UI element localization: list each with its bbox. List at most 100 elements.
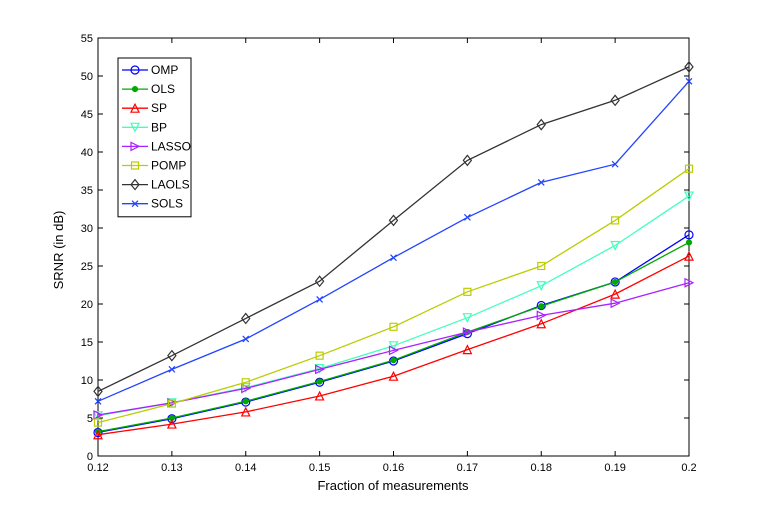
data-point-lasso bbox=[684, 277, 695, 288]
legend-entry-bp: BP bbox=[122, 120, 167, 134]
data-point-pomp bbox=[537, 261, 546, 271]
series-ols bbox=[94, 239, 693, 435]
legend-label-omp: OMP bbox=[151, 63, 178, 77]
legend-entry-omp: OMP bbox=[122, 63, 178, 77]
data-point-pomp bbox=[463, 287, 472, 296]
x-tick-label: 0.19 bbox=[604, 462, 625, 474]
data-point-lasso bbox=[610, 298, 621, 309]
series-sp bbox=[93, 250, 694, 440]
legend-entry-laols: LAOLS bbox=[122, 178, 190, 192]
data-point-pomp bbox=[315, 351, 324, 360]
data-point-ols bbox=[316, 378, 323, 385]
data-point-laols bbox=[93, 385, 103, 398]
data-point-omp bbox=[93, 427, 103, 438]
data-point-pomp bbox=[93, 418, 103, 427]
data-point-ols bbox=[612, 278, 619, 286]
y-tick-label: 20 bbox=[81, 299, 93, 311]
series-line-lasso bbox=[97, 282, 690, 416]
x-tick-label: 0.17 bbox=[457, 462, 478, 474]
legend-label-sp: SP bbox=[151, 101, 167, 115]
data-point-sols bbox=[316, 296, 324, 303]
y-tick-label: 5 bbox=[87, 413, 93, 425]
y-tick-label: 10 bbox=[81, 375, 93, 387]
y-tick-label: 50 bbox=[81, 71, 93, 83]
data-point-ols bbox=[538, 303, 545, 310]
data-point-sp bbox=[166, 418, 177, 429]
data-point-sols bbox=[537, 178, 545, 186]
data-point-omp bbox=[610, 277, 620, 287]
legend-marker-ols bbox=[131, 86, 139, 93]
data-point-sp bbox=[536, 318, 547, 329]
y-tick-label: 35 bbox=[81, 185, 93, 197]
data-point-sp bbox=[240, 406, 251, 417]
x-tick-label: 0.18 bbox=[531, 462, 552, 474]
data-point-pomp bbox=[611, 216, 620, 225]
x-tick-label: 0.12 bbox=[87, 462, 108, 474]
series-line-pomp bbox=[97, 168, 690, 424]
data-point-laols bbox=[462, 154, 473, 167]
x-axis: 0.12 0.13 0.14 0.15 0.16 0.17 0.18 0.19 0.2 bbox=[87, 38, 697, 474]
data-point-laols bbox=[240, 312, 251, 325]
x-axis-label: Fraction of measurements bbox=[317, 478, 469, 493]
x-tick-label: 0.14 bbox=[235, 462, 256, 474]
data-point-ols bbox=[685, 239, 693, 246]
legend-marker-sols bbox=[131, 200, 139, 208]
data-point-bp bbox=[684, 191, 694, 202]
data-point-pomp bbox=[684, 164, 694, 173]
data-point-omp bbox=[684, 230, 694, 240]
series-line-sp bbox=[97, 255, 690, 436]
y-tick-label: 55 bbox=[81, 33, 93, 45]
data-point-sols bbox=[94, 397, 102, 405]
y-tick-label: 25 bbox=[81, 261, 93, 273]
x-tick-label: 0.13 bbox=[161, 462, 182, 474]
series-lasso bbox=[93, 277, 695, 420]
legend-marker-sp bbox=[130, 102, 140, 113]
data-point-pomp bbox=[241, 378, 250, 387]
legend-marker-laols bbox=[130, 178, 140, 191]
data-point-sp bbox=[610, 288, 621, 299]
data-point-sols bbox=[463, 213, 471, 221]
data-point-lasso bbox=[536, 310, 547, 321]
legend-entry-sols: SOLS bbox=[122, 197, 183, 211]
series-sols bbox=[94, 77, 693, 405]
data-point-laols bbox=[536, 118, 547, 131]
y-axis-label: SRNR (in dB) bbox=[51, 211, 66, 290]
x-tick-label: 0.2 bbox=[681, 462, 696, 474]
x-tick-label: 0.16 bbox=[383, 462, 404, 474]
legend-label-bp: BP bbox=[151, 120, 167, 134]
legend-box bbox=[117, 57, 192, 218]
series-pomp bbox=[93, 164, 694, 427]
data-point-lasso bbox=[315, 364, 325, 375]
data-point-laols bbox=[684, 60, 694, 73]
data-point-pomp bbox=[167, 399, 176, 408]
data-point-laols bbox=[388, 214, 399, 227]
x-tick-label: 0.15 bbox=[309, 462, 330, 474]
data-point-sols bbox=[390, 254, 397, 262]
legend-entry-ols: OLS bbox=[122, 82, 175, 96]
legend-marker-omp bbox=[130, 65, 140, 75]
legend-entry-pomp: POMP bbox=[122, 159, 186, 173]
data-point-ols bbox=[242, 398, 249, 405]
y-tick-label: 0 bbox=[87, 451, 93, 463]
series-layer bbox=[93, 60, 695, 440]
data-point-sols bbox=[685, 77, 693, 85]
data-point-laols bbox=[610, 94, 620, 107]
data-point-bp bbox=[610, 240, 621, 251]
data-point-sols bbox=[242, 335, 250, 343]
data-point-sp bbox=[684, 250, 694, 261]
data-point-bp bbox=[536, 281, 547, 292]
series-line-laols bbox=[97, 66, 690, 392]
data-point-laols bbox=[314, 275, 325, 288]
data-point-laols bbox=[167, 349, 177, 362]
series-laols bbox=[93, 60, 694, 398]
data-point-ols bbox=[390, 357, 397, 364]
data-point-pomp bbox=[389, 322, 398, 331]
y-tick-label: 40 bbox=[81, 147, 93, 159]
data-point-lasso bbox=[93, 409, 104, 420]
legend-marker-pomp bbox=[130, 161, 140, 170]
data-point-sp bbox=[93, 429, 103, 440]
y-axis: 0 5 10 15 20 25 30 35 40 45 50 55 bbox=[81, 33, 689, 463]
legend-entry-lasso: LASSO bbox=[122, 139, 191, 153]
